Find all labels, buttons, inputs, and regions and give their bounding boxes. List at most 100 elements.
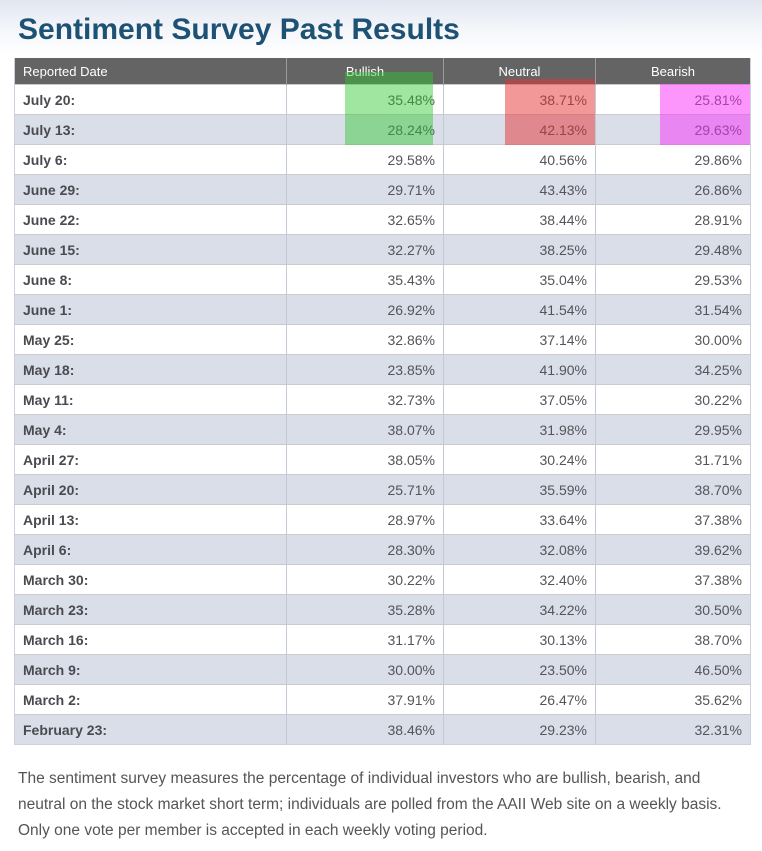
table-row: June 1: 26.92% 41.54% 31.54% [14,294,751,325]
cell-neutral: 42.13% [443,114,596,145]
column-header-bearish: Bearish [595,58,751,85]
cell-neutral: 26.47% [443,684,596,715]
table-row: April 6: 28.30% 32.08% 39.62% [14,534,751,565]
cell-neutral: 32.08% [443,534,596,565]
cell-neutral: 38.71% [443,84,596,115]
cell-bearish: 30.22% [595,384,751,415]
header-gradient-band [0,0,762,54]
table-row: April 13: 28.97% 33.64% 37.38% [14,504,751,535]
row-date: April 27: [14,444,287,475]
row-date: May 25: [14,324,287,355]
table-row: July 6: 29.58% 40.56% 29.86% [14,144,751,175]
cell-bullish: 37.91% [286,684,444,715]
cell-bearish: 38.70% [595,624,751,655]
survey-description-line: Only one vote per member is accepted in … [18,822,488,839]
cell-neutral: 37.05% [443,384,596,415]
table-row: May 18: 23.85% 41.90% 34.25% [14,354,751,385]
page-title: Sentiment Survey Past Results [18,13,460,46]
table-row: July 20: 35.48% 38.71% 25.81% [14,84,751,115]
cell-neutral: 37.14% [443,324,596,355]
cell-bearish: 29.48% [595,234,751,265]
survey-description-line: The sentiment survey measures the percen… [18,770,701,787]
cell-bearish: 29.63% [595,114,751,145]
cell-bearish: 30.00% [595,324,751,355]
table-row: June 8: 35.43% 35.04% 29.53% [14,264,751,295]
table-row: March 30: 30.22% 32.40% 37.38% [14,564,751,595]
cell-bullish: 35.28% [286,594,444,625]
cell-neutral: 38.44% [443,204,596,235]
survey-description: The sentiment survey measures the percen… [18,766,754,844]
cell-neutral: 32.40% [443,564,596,595]
table-row: July 13: 28.24% 42.13% 29.63% [14,114,751,145]
row-date: March 9: [14,654,287,685]
row-date: May 11: [14,384,287,415]
column-header-reported-date: Reported Date [14,58,287,85]
cell-neutral: 41.54% [443,294,596,325]
table-row: May 25: 32.86% 37.14% 30.00% [14,324,751,355]
cell-bullish: 29.58% [286,144,444,175]
cell-neutral: 34.22% [443,594,596,625]
cell-bearish: 38.70% [595,474,751,505]
table-row: May 4: 38.07% 31.98% 29.95% [14,414,751,445]
row-date: February 23: [14,714,287,745]
cell-bullish: 28.24% [286,114,444,145]
cell-bearish: 28.91% [595,204,751,235]
cell-neutral: 31.98% [443,414,596,445]
cell-bullish: 28.97% [286,504,444,535]
row-date: June 15: [14,234,287,265]
table-row: May 11: 32.73% 37.05% 30.22% [14,384,751,415]
cell-neutral: 43.43% [443,174,596,205]
cell-neutral: 33.64% [443,504,596,535]
cell-bearish: 39.62% [595,534,751,565]
cell-bearish: 32.31% [595,714,751,745]
cell-bearish: 34.25% [595,354,751,385]
table-header-row: Reported Date Bullish Neutral Bearish [14,58,751,85]
table-body: July 20: 35.48% 38.71% 25.81% July 13: 2… [14,84,751,745]
cell-bullish: 30.00% [286,654,444,685]
row-date: March 16: [14,624,287,655]
row-date: June 1: [14,294,287,325]
row-date: May 4: [14,414,287,445]
row-date: July 6: [14,144,287,175]
row-date: July 20: [14,84,287,115]
cell-bearish: 31.54% [595,294,751,325]
row-date: June 29: [14,174,287,205]
cell-bullish: 38.05% [286,444,444,475]
cell-bullish: 29.71% [286,174,444,205]
cell-bearish: 30.50% [595,594,751,625]
cell-bearish: 29.95% [595,414,751,445]
cell-bearish: 37.38% [595,504,751,535]
cell-bullish: 38.46% [286,714,444,745]
cell-neutral: 30.24% [443,444,596,475]
table-row: February 23: 38.46% 29.23% 32.31% [14,714,751,745]
cell-bullish: 32.86% [286,324,444,355]
cell-bullish: 32.27% [286,234,444,265]
cell-neutral: 35.59% [443,474,596,505]
column-header-neutral: Neutral [443,58,596,85]
cell-neutral: 41.90% [443,354,596,385]
cell-neutral: 35.04% [443,264,596,295]
cell-neutral: 29.23% [443,714,596,745]
row-date: April 6: [14,534,287,565]
cell-bearish: 29.53% [595,264,751,295]
survey-description-line: neutral on the stock market short term; … [18,796,722,813]
row-date: April 13: [14,504,287,535]
table-row: March 16: 31.17% 30.13% 38.70% [14,624,751,655]
cell-bearish: 25.81% [595,84,751,115]
row-date: March 23: [14,594,287,625]
row-date: July 13: [14,114,287,145]
table-row: June 29: 29.71% 43.43% 26.86% [14,174,751,205]
cell-bullish: 30.22% [286,564,444,595]
cell-bearish: 46.50% [595,654,751,685]
cell-bullish: 32.65% [286,204,444,235]
column-header-bullish: Bullish [286,58,444,85]
table-row: March 23: 35.28% 34.22% 30.50% [14,594,751,625]
row-date: June 8: [14,264,287,295]
row-date: March 30: [14,564,287,595]
cell-bullish: 38.07% [286,414,444,445]
cell-bullish: 25.71% [286,474,444,505]
cell-bullish: 31.17% [286,624,444,655]
cell-bullish: 35.48% [286,84,444,115]
sentiment-results-table: Reported Date Bullish Neutral Bearish Ju… [14,58,751,745]
